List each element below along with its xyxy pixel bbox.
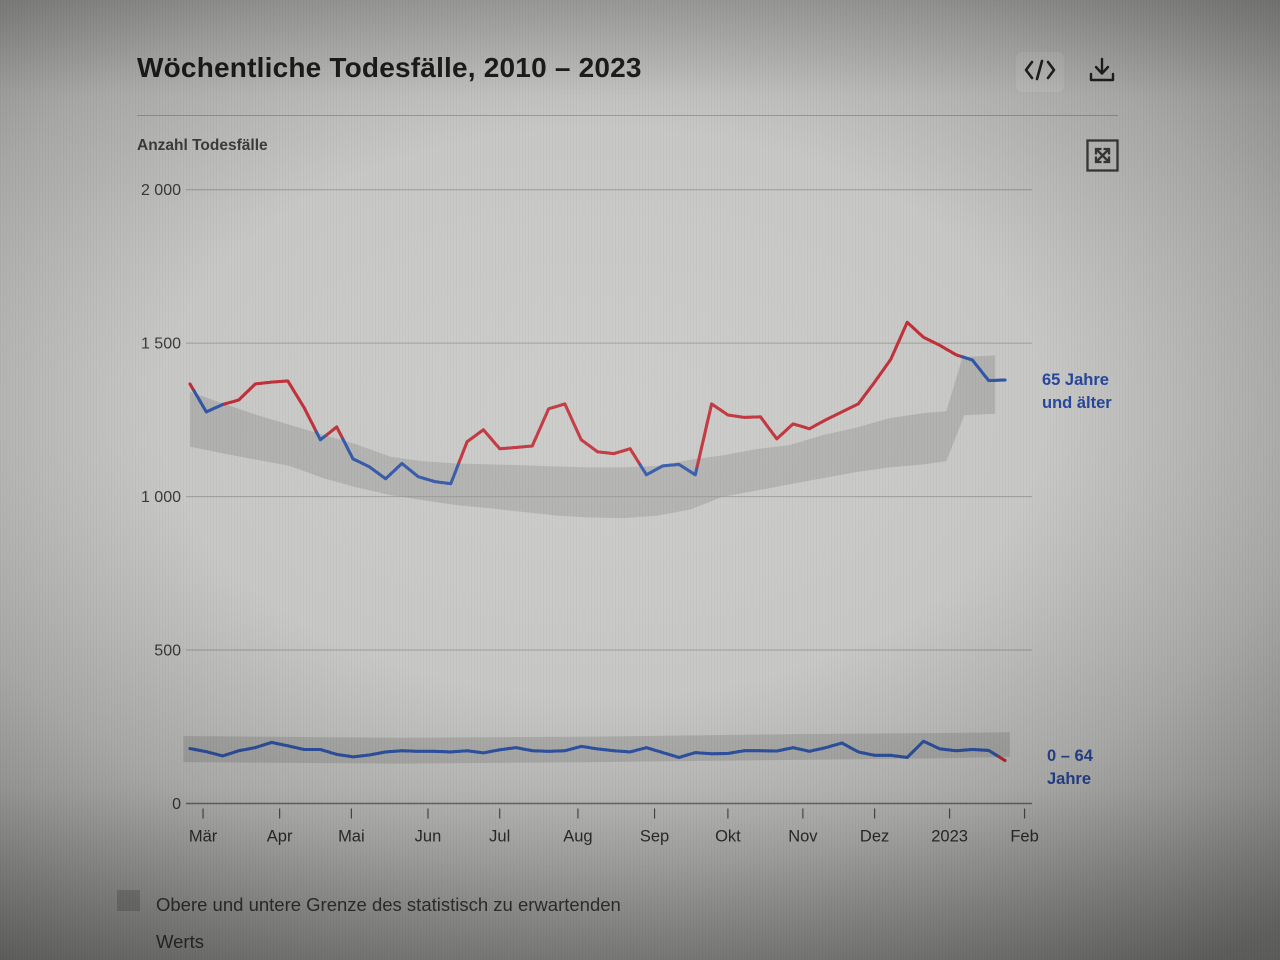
- expand-fullscreen-icon: [1086, 138, 1119, 177]
- y-tick-label: 500: [154, 643, 181, 660]
- x-tick-label: Jul: [489, 828, 510, 846]
- series-line-65-plus-within: [638, 462, 699, 477]
- y-tick-label: 1 000: [141, 489, 181, 506]
- legend-band-label: Obere und untere Grenze des statistisch …: [156, 894, 621, 952]
- series-line-65-plus-excess: [324, 425, 345, 441]
- download-button[interactable]: [1083, 55, 1121, 91]
- embed-code-button[interactable]: [1016, 52, 1064, 92]
- series-line-65-plus-within: [192, 389, 227, 414]
- legend-band-swatch: [117, 890, 140, 911]
- y-tick-label: 0: [172, 796, 181, 813]
- expand-button[interactable]: [1086, 138, 1119, 177]
- y-tick-label: 1 500: [141, 336, 181, 353]
- x-tick-label: 2023: [931, 828, 968, 846]
- y-tick-label: 2 000: [141, 182, 181, 199]
- x-tick-label: Sep: [640, 828, 669, 846]
- x-tick-label: Mai: [338, 828, 365, 846]
- embed-code-icon: [1023, 58, 1057, 87]
- series-label-65-plus: 65 Jahre und älter: [1042, 371, 1112, 412]
- x-tick-label: Okt: [715, 828, 741, 846]
- series-line-65-plus-within: [341, 437, 461, 486]
- x-tick-label: Jun: [415, 828, 442, 846]
- y-axis-title: Anzahl Todesfälle: [137, 137, 268, 154]
- title-divider: [137, 115, 1118, 116]
- x-tick-label: Apr: [267, 828, 293, 846]
- x-tick-label: Mär: [189, 828, 218, 846]
- series-line-65-plus-within: [314, 430, 329, 442]
- download-icon: [1088, 57, 1116, 90]
- series-line-65-plus-excess: [695, 320, 964, 468]
- x-tick-label: Feb: [1010, 828, 1038, 846]
- x-tick-label: Aug: [563, 828, 592, 846]
- series-line-65-plus-excess: [223, 379, 318, 434]
- series-line-65-plus-excess: [457, 402, 642, 467]
- x-tick-label: Nov: [788, 828, 818, 846]
- page-title: Wöchentliche Todesfälle, 2010 – 2023: [137, 52, 642, 83]
- series-line-65-plus-within: [960, 355, 1007, 383]
- expected-range-65-band: [190, 355, 996, 519]
- series-line-0-64-excess: [997, 755, 1007, 763]
- series-line-0-64-within: [188, 739, 1001, 760]
- series-label-0-64: 0 – 64 Jahre: [1047, 747, 1093, 788]
- x-tick-label: Dez: [860, 828, 889, 846]
- legend-expected-band: Obere und untere Grenze des statistisch …: [117, 886, 634, 960]
